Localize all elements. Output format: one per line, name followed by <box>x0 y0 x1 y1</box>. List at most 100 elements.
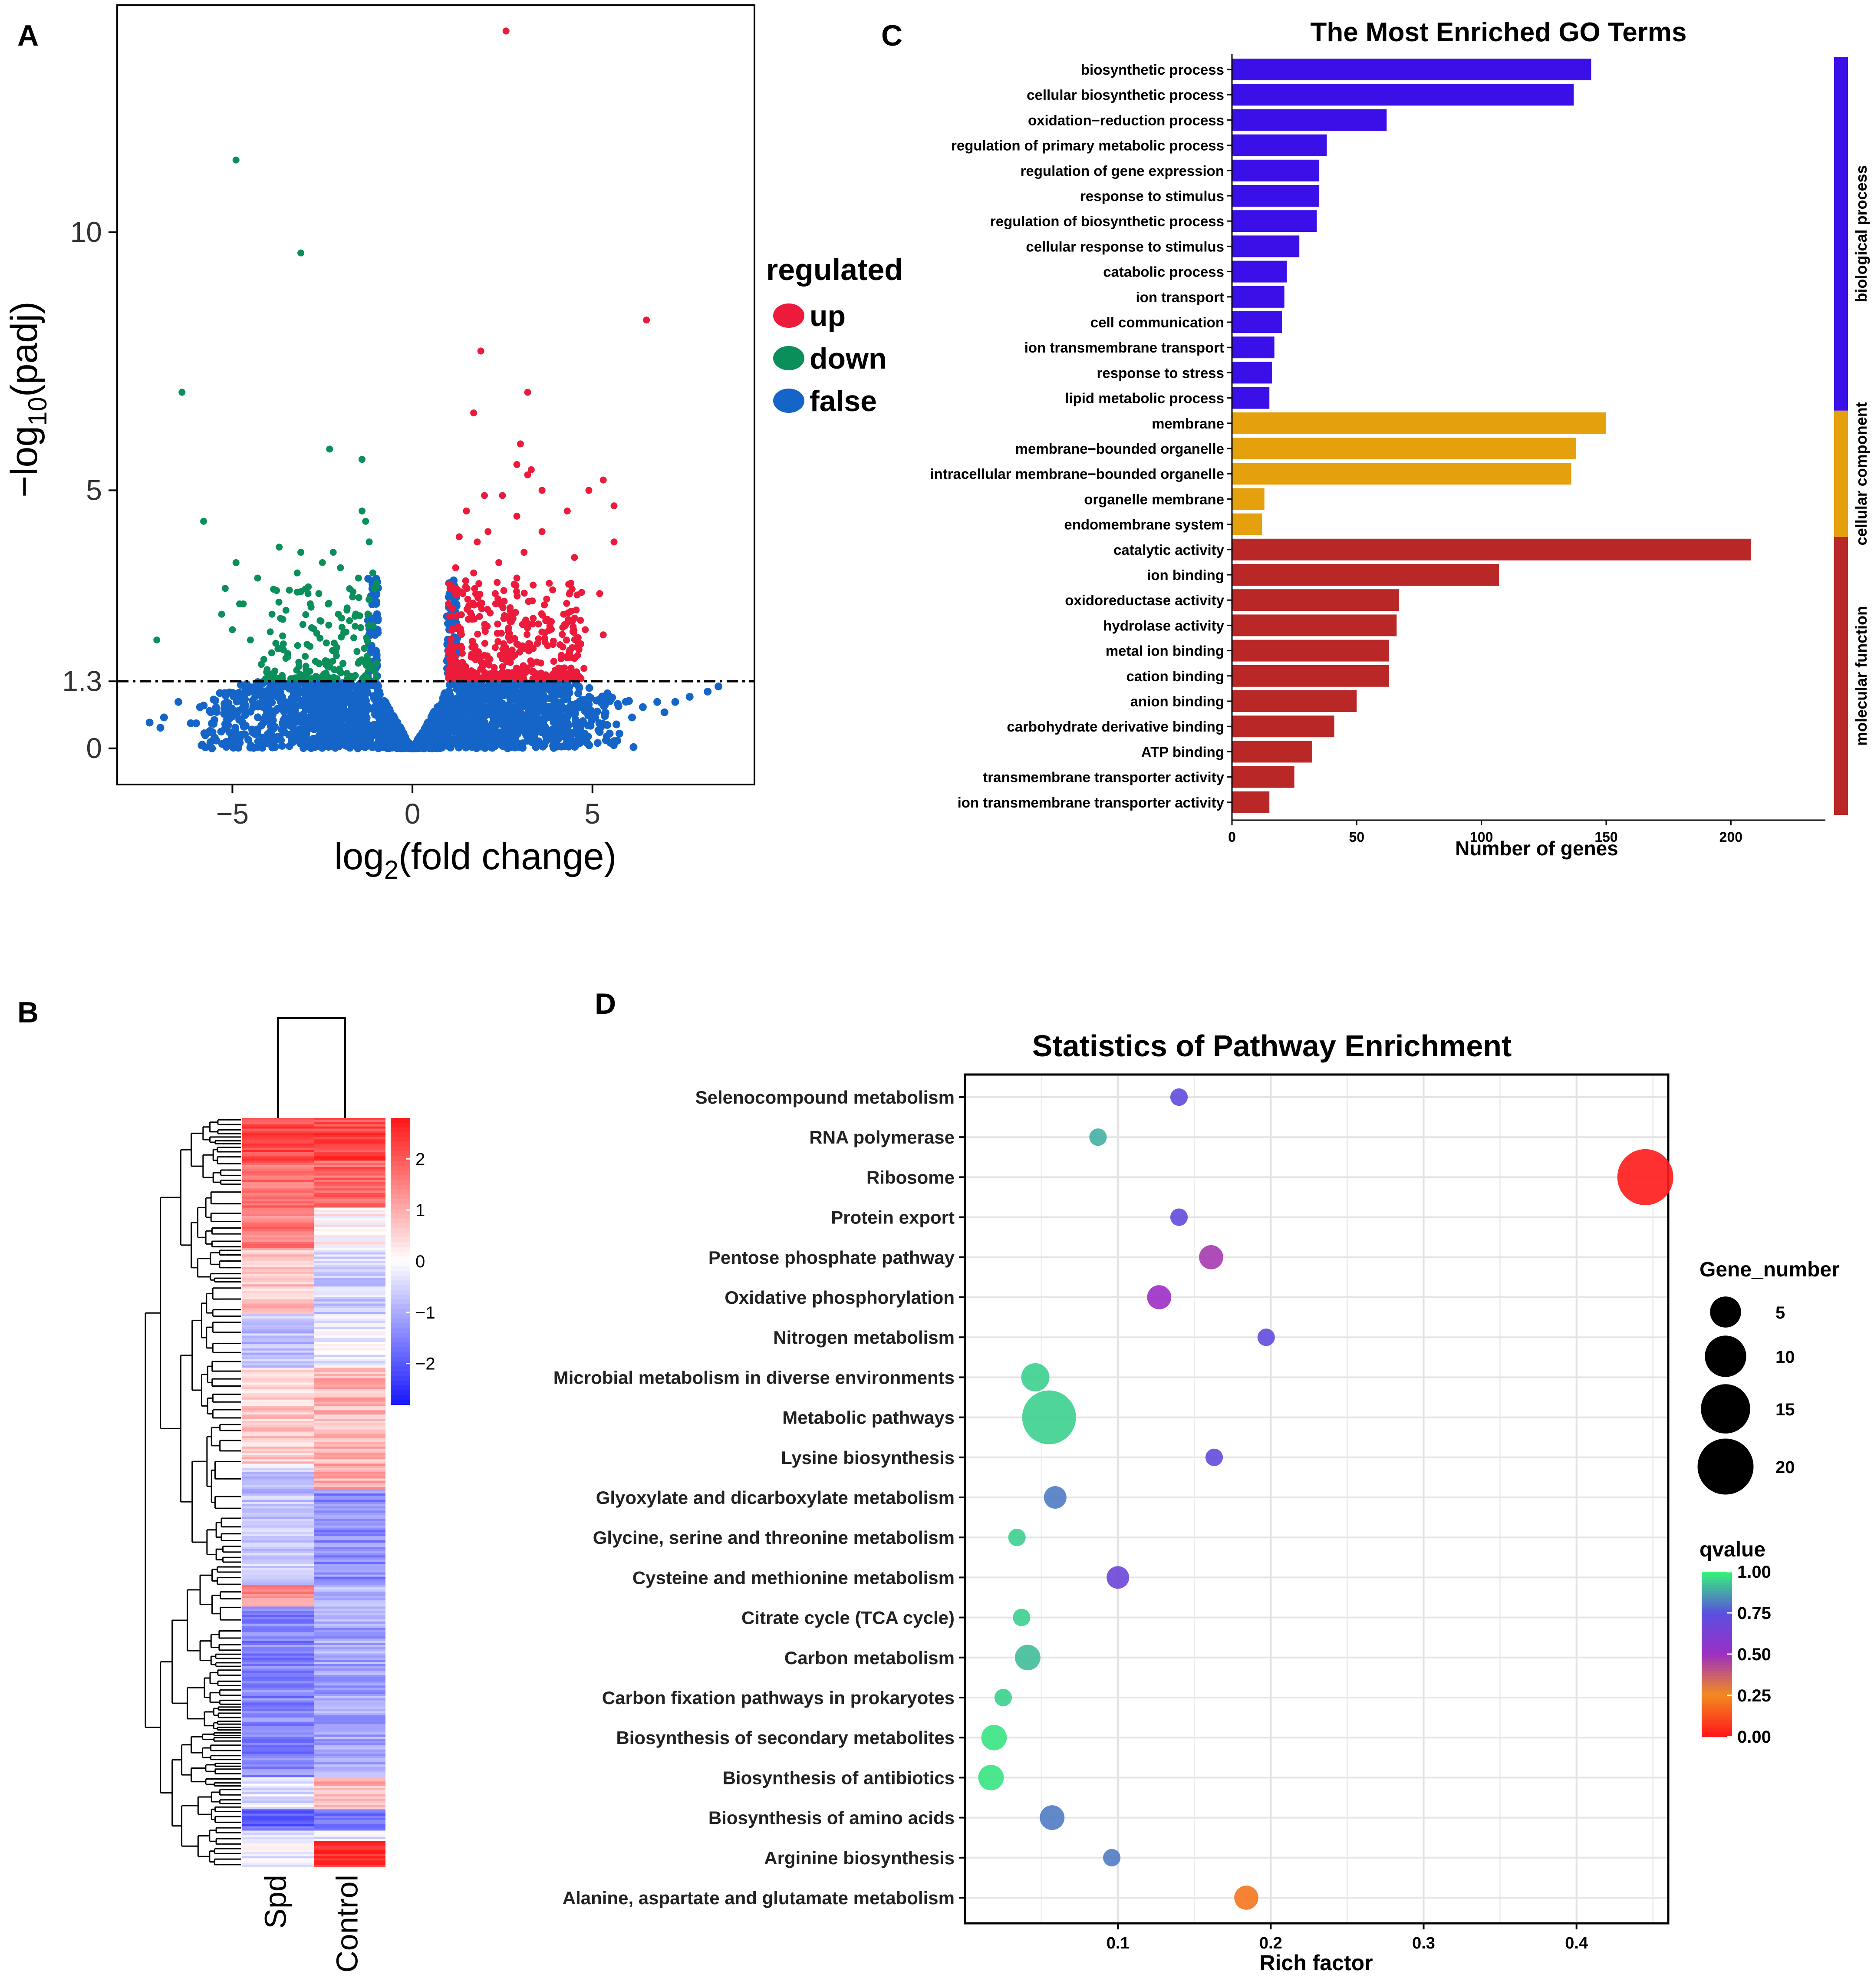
heatmap-cell-spd <box>242 1767 314 1769</box>
volcano-point-false <box>242 686 250 694</box>
heatmap-cell-control <box>314 1365 385 1368</box>
heatmap-cell-control <box>314 1534 385 1536</box>
heatmap-cell-spd <box>242 1592 314 1594</box>
heatmap-cell-spd <box>242 1429 314 1432</box>
heatmap-cell-spd <box>242 1770 314 1774</box>
heatmap-cell-control <box>314 1265 385 1268</box>
heatmap-cell-control <box>314 1830 385 1833</box>
heatmap-cell-spd <box>242 1768 314 1771</box>
heatmap-cell-control <box>314 1182 385 1184</box>
heatmap-cell-spd <box>242 1544 314 1547</box>
pathway-label: Glycine, serine and threonine metabolism <box>593 1527 955 1548</box>
color-bar-segment <box>391 1395 410 1400</box>
heatmap-cell-control <box>314 1457 385 1460</box>
heatmap-cell-control <box>314 1704 385 1708</box>
go-bar <box>1232 589 1399 611</box>
pathway-bubble <box>1021 1363 1050 1391</box>
volcano-point-up <box>599 631 607 639</box>
heatmap-cell-control <box>314 1327 385 1330</box>
heatmap-cell-spd <box>242 1628 314 1631</box>
volcano-point-up <box>564 672 571 679</box>
qvalue-color-segment <box>1702 1629 1732 1633</box>
volcano-point-down <box>325 600 333 607</box>
volcano-point-false <box>569 737 577 745</box>
color-bar-segment <box>391 1304 410 1309</box>
qvalue-color-segment <box>1702 1662 1732 1666</box>
color-bar-segment <box>391 1147 410 1152</box>
color-bar-segment <box>391 1314 410 1319</box>
volcano-point-up <box>520 675 527 682</box>
heatmap-cell-control <box>314 1668 385 1671</box>
volcano-point-down <box>303 674 311 681</box>
volcano-point-false <box>579 703 587 712</box>
heatmap-cell-spd <box>242 1835 314 1837</box>
heatmap-cell-spd <box>242 1564 314 1566</box>
heatmap-cell-spd <box>242 1318 314 1321</box>
volcano-point-false <box>575 682 583 691</box>
heatmap-cell-control <box>314 1767 385 1769</box>
volcano-point-false <box>324 681 332 689</box>
heatmap-cell-control <box>314 1131 385 1133</box>
heatmap-cell-control <box>314 1617 385 1620</box>
volcano-point-up <box>485 656 493 663</box>
volcano-point-up <box>610 538 618 546</box>
volcano-point-false <box>587 716 596 725</box>
heatmap-cell-spd <box>242 1218 314 1221</box>
volcano-point-down <box>299 621 306 628</box>
volcano-point-down <box>352 623 359 630</box>
volcano-point-false <box>349 682 357 690</box>
heatmap-cell-control <box>314 1464 385 1466</box>
heatmap-cell-spd <box>242 1636 314 1639</box>
heatmap-cell-spd <box>242 1749 314 1752</box>
volcano-point-false <box>322 740 330 748</box>
heatmap-cell-control <box>314 1625 385 1629</box>
heatmap-cell-control <box>314 1226 385 1230</box>
volcano-point-false <box>187 719 195 727</box>
volcano-point-down <box>286 587 293 594</box>
pathway-plot-frame <box>964 1073 1670 1925</box>
volcano-point-false <box>490 737 498 745</box>
volcano-point-up <box>546 580 553 587</box>
volcano-point-false <box>549 734 557 742</box>
heatmap-cell-spd <box>242 1457 314 1460</box>
qvalue-color-segment <box>1702 1582 1732 1586</box>
heatmap-cell-spd <box>242 1156 314 1159</box>
heatmap-cell-control <box>314 1615 385 1618</box>
color-bar-segment <box>391 1247 410 1252</box>
qvalue-color-segment <box>1702 1610 1732 1613</box>
heatmap-cell-control <box>314 1655 385 1658</box>
volcano-point-up <box>479 663 486 671</box>
go-enrichment-bar-chart: The Most Enriched GO Terms biosynthetic … <box>930 17 1870 860</box>
volcano-point-false <box>715 682 723 691</box>
volcano-point-down <box>371 668 379 675</box>
heatmap-cell-spd <box>242 1271 314 1274</box>
heatmap-cell-spd <box>242 1280 314 1283</box>
heatmap-cell-spd <box>242 1434 314 1436</box>
heatmap-cell-control <box>314 1760 385 1763</box>
go-term-label: cellular biosynthetic process <box>1027 87 1224 103</box>
qvalue-tick-label: 0.75 <box>1737 1604 1771 1623</box>
color-bar-segment <box>391 1333 410 1338</box>
heatmap-cell-control <box>314 1425 385 1428</box>
heatmap-cell-control <box>314 1280 385 1283</box>
heatmap-cell-control <box>314 1147 385 1151</box>
heatmap-cell-spd <box>242 1292 314 1296</box>
volcano-point-false <box>628 713 636 722</box>
pathway-label: Biosynthesis of antibiotics <box>723 1767 955 1788</box>
heatmap-cell-spd <box>242 1566 314 1569</box>
volcano-point-up <box>538 528 546 535</box>
volcano-point-false <box>350 738 358 746</box>
heatmap-cell-control <box>314 1613 385 1615</box>
volcano-point-down <box>343 669 350 677</box>
heatmap-cell-control <box>314 1758 385 1761</box>
heatmap-cell-spd <box>242 1839 314 1842</box>
color-bar-segment <box>391 1128 410 1133</box>
volcano-point-false <box>533 712 541 720</box>
heatmap-cell-spd <box>242 1263 314 1266</box>
heatmap-cell-control <box>314 1653 385 1656</box>
heatmap-cell-control <box>314 1658 385 1660</box>
heatmap-cell-control <box>314 1737 385 1739</box>
color-bar-segment <box>391 1170 410 1176</box>
go-chart-title: The Most Enriched GO Terms <box>1310 17 1686 47</box>
